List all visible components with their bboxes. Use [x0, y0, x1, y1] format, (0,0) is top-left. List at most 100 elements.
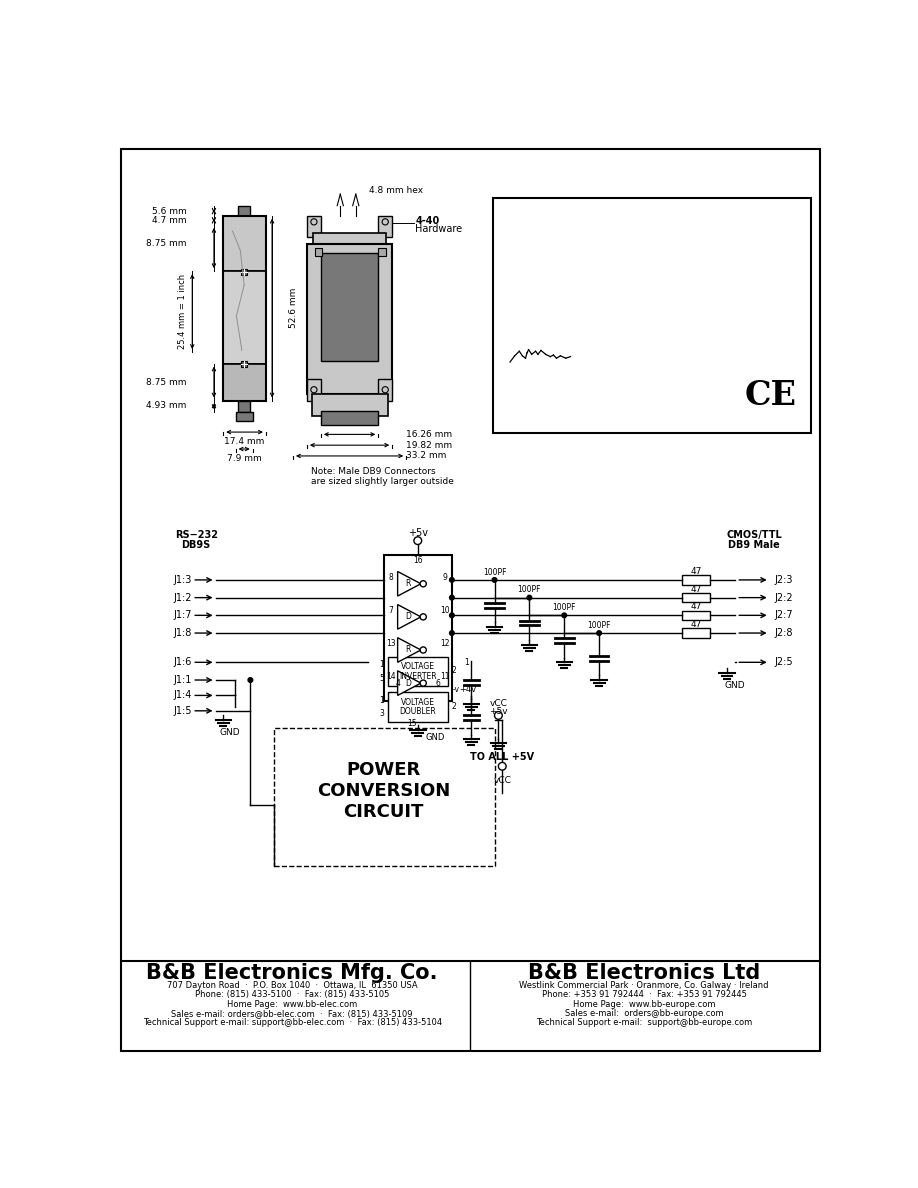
- Bar: [321, 411, 378, 425]
- Text: Phone: +353 91 792444  ·  Fax: +353 91 792445: Phone: +353 91 792444 · Fax: +353 91 792…: [542, 991, 746, 999]
- Text: J1:3: J1:3: [174, 575, 192, 584]
- Circle shape: [498, 763, 506, 770]
- Circle shape: [450, 595, 454, 600]
- Text: 19.82 mm: 19.82 mm: [406, 441, 453, 450]
- Text: 16.26 mm: 16.26 mm: [406, 430, 453, 438]
- Text: B&B Electronics Mfg. Co.: B&B Electronics Mfg. Co.: [147, 963, 438, 984]
- Circle shape: [527, 595, 532, 600]
- Bar: [387, 693, 448, 721]
- Text: VOLTAGE: VOLTAGE: [401, 697, 435, 707]
- Polygon shape: [397, 571, 420, 596]
- Circle shape: [562, 613, 566, 618]
- Text: J1:2: J1:2: [174, 593, 192, 602]
- Text: 9: 9: [442, 573, 447, 582]
- Text: J2:7: J2:7: [774, 611, 793, 620]
- Text: 1: 1: [379, 695, 384, 704]
- Text: Westlink Commercial Park · Oranmore, Co. Galway · Ireland: Westlink Commercial Park · Oranmore, Co.…: [520, 981, 769, 991]
- Bar: [274, 728, 495, 866]
- Text: J1:7: J1:7: [174, 611, 192, 620]
- Text: +5v: +5v: [489, 707, 508, 716]
- Text: 7: 7: [388, 606, 393, 615]
- Circle shape: [450, 577, 454, 582]
- Circle shape: [311, 386, 317, 393]
- Circle shape: [414, 537, 421, 544]
- Circle shape: [420, 614, 426, 620]
- Bar: [378, 216, 392, 238]
- Text: 8: 8: [388, 573, 393, 582]
- Text: 6: 6: [435, 680, 441, 688]
- Text: J1:4: J1:4: [174, 690, 192, 701]
- Text: 4.93 mm: 4.93 mm: [147, 402, 187, 410]
- Text: 4: 4: [395, 680, 400, 688]
- Circle shape: [495, 712, 502, 719]
- Text: 4.8 mm hex: 4.8 mm hex: [369, 185, 423, 195]
- Circle shape: [492, 577, 497, 582]
- Bar: [238, 400, 251, 412]
- Text: GND: GND: [219, 728, 240, 737]
- Text: 15: 15: [407, 720, 417, 728]
- Text: 16: 16: [413, 556, 422, 565]
- Text: CMOS/TTL: CMOS/TTL: [726, 530, 782, 541]
- Text: 4.7 mm: 4.7 mm: [152, 216, 187, 225]
- Bar: [307, 216, 321, 238]
- Text: Home Page:  www.bb-elec.com: Home Page: www.bb-elec.com: [227, 999, 357, 1009]
- Text: J1:8: J1:8: [174, 628, 192, 638]
- Text: J2:8: J2:8: [774, 628, 793, 638]
- Bar: [315, 248, 322, 255]
- Bar: [321, 253, 378, 361]
- Bar: [682, 628, 710, 638]
- Text: Sales e-mail: orders@bb-elec.com  ·  Fax: (815) 433-5109: Sales e-mail: orders@bb-elec.com · Fax: …: [172, 1009, 413, 1018]
- Text: 100PF: 100PF: [483, 568, 506, 576]
- Text: 2: 2: [452, 702, 456, 710]
- Polygon shape: [397, 605, 420, 630]
- Text: DB9S: DB9S: [182, 541, 211, 550]
- Bar: [378, 379, 392, 400]
- Bar: [387, 657, 448, 687]
- Text: vCC: vCC: [493, 776, 511, 784]
- Text: 47: 47: [690, 584, 701, 594]
- Text: R: R: [405, 580, 410, 588]
- Text: J2:3: J2:3: [774, 575, 793, 584]
- Text: DOUBLER: DOUBLER: [399, 707, 436, 716]
- Text: 25.4 mm = 1 inch: 25.4 mm = 1 inch: [178, 273, 187, 349]
- Text: Home Page:  www.bb-europe.com: Home Page: www.bb-europe.com: [573, 999, 715, 1009]
- Text: J2:2: J2:2: [774, 593, 793, 602]
- Text: 12: 12: [440, 639, 450, 649]
- Bar: [241, 361, 247, 367]
- Text: +4v: +4v: [459, 684, 476, 694]
- Text: 47: 47: [690, 567, 701, 576]
- Circle shape: [248, 677, 252, 682]
- Bar: [311, 394, 387, 416]
- Text: VOLTAGE: VOLTAGE: [401, 663, 435, 671]
- Text: 47: 47: [690, 602, 701, 612]
- Text: 11: 11: [440, 672, 450, 682]
- Bar: [307, 245, 392, 394]
- Text: CE: CE: [744, 379, 797, 412]
- Text: 5: 5: [379, 674, 384, 683]
- Text: Technical Support e-mail: support@bb-elec.com  ·  Fax: (815) 433-5104: Technical Support e-mail: support@bb-ele…: [142, 1018, 442, 1028]
- Text: 100PF: 100PF: [553, 604, 576, 612]
- Circle shape: [450, 613, 454, 618]
- Text: 10: 10: [440, 606, 450, 615]
- Bar: [682, 611, 710, 620]
- Text: 100PF: 100PF: [518, 586, 541, 594]
- Text: are sized slightly larger outside: are sized slightly larger outside: [311, 476, 453, 486]
- Text: 2: 2: [452, 666, 456, 675]
- Text: B&B Electronics Ltd: B&B Electronics Ltd: [528, 963, 760, 984]
- Text: 5.6 mm: 5.6 mm: [152, 207, 187, 215]
- Text: R: R: [405, 645, 410, 655]
- Circle shape: [597, 631, 601, 636]
- Text: J1:1: J1:1: [174, 675, 192, 685]
- Text: 8.75 mm: 8.75 mm: [146, 378, 187, 386]
- Text: -v: -v: [453, 684, 459, 694]
- Circle shape: [311, 219, 317, 225]
- Text: J2:5: J2:5: [774, 657, 793, 668]
- Text: 100PF: 100PF: [588, 621, 610, 630]
- Bar: [241, 268, 247, 274]
- Bar: [313, 233, 386, 247]
- Text: Sales e-mail:  orders@bb-europe.com: Sales e-mail: orders@bb-europe.com: [565, 1009, 723, 1018]
- Bar: [384, 555, 452, 701]
- Text: GND: GND: [425, 733, 444, 741]
- Text: 52.6 mm: 52.6 mm: [289, 287, 298, 328]
- Text: 33.2 mm: 33.2 mm: [406, 451, 446, 461]
